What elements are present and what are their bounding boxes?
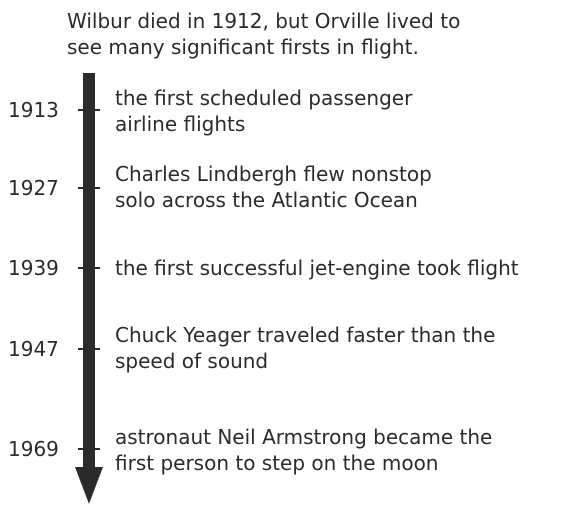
event-text-1969: astronaut Neil Armstrong became the firs… bbox=[115, 425, 493, 475]
event-text-1927: Charles Lindbergh flew nonstop solo acro… bbox=[115, 162, 432, 212]
year-label-1969: 1969 bbox=[8, 437, 59, 461]
year-label-1927: 1927 bbox=[8, 176, 59, 200]
timeline-shaft bbox=[83, 73, 95, 470]
intro-text: Wilbur died in 1912, but Orville lived t… bbox=[67, 9, 461, 59]
year-label-1947: 1947 bbox=[8, 337, 59, 361]
event-text-1947: Chuck Yeager traveled faster than the sp… bbox=[115, 323, 496, 373]
year-label-1939: 1939 bbox=[8, 256, 59, 280]
year-label-1913: 1913 bbox=[8, 98, 59, 122]
timeline-arrowhead-icon bbox=[75, 467, 103, 504]
event-text-1913: the first scheduled passenger airline fl… bbox=[115, 86, 413, 136]
event-text-1939: the first successful jet-engine took fli… bbox=[115, 256, 519, 280]
